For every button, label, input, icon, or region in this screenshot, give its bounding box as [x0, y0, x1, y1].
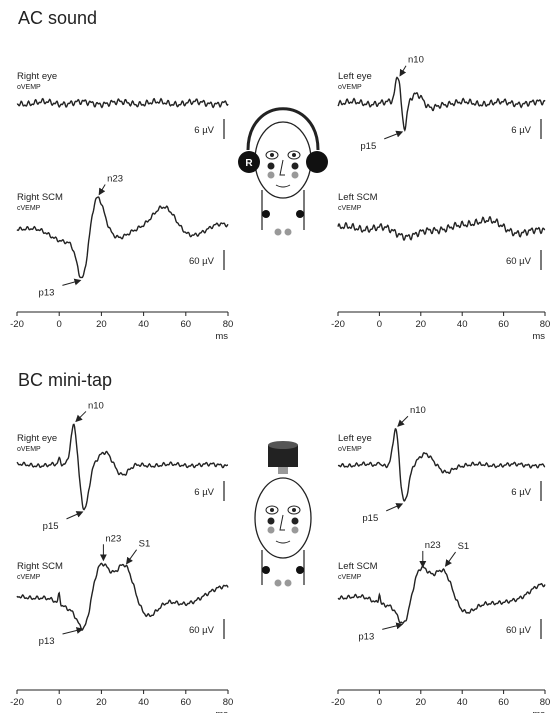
- peak-label: n10: [88, 400, 104, 411]
- x-tick-label: 20: [416, 319, 427, 330]
- panel-type: oVEMP: [338, 84, 362, 91]
- head-label: R: [245, 158, 253, 169]
- x-tick-label: 60: [181, 697, 192, 708]
- peak-arrow: [446, 552, 456, 566]
- peak-label: n10: [408, 55, 424, 66]
- x-tick-label: 20: [416, 697, 427, 708]
- panel-label: Left eye: [338, 433, 372, 444]
- panel-label: Right SCM: [17, 192, 63, 203]
- x-tick-label: -20: [331, 697, 345, 708]
- peak-arrow: [400, 66, 406, 76]
- scale-label: 6 µV: [194, 125, 214, 136]
- peak-arrow: [386, 504, 402, 511]
- x-tick-label: 40: [457, 319, 468, 330]
- section-title: AC sound: [18, 8, 97, 28]
- peak-arrow: [127, 550, 137, 564]
- scale-label: 60 µV: [189, 625, 215, 636]
- peak-arrow: [99, 185, 105, 195]
- x-tick-label: 0: [377, 697, 382, 708]
- peak-label: p13: [358, 631, 374, 642]
- panel-type: cVEMP: [17, 205, 41, 212]
- panel-label: Left SCM: [338, 192, 378, 203]
- peak-label: n23: [107, 174, 123, 185]
- panel-label: Left eye: [338, 71, 372, 82]
- x-tick-label: -20: [10, 697, 24, 708]
- x-tick-label: 20: [96, 697, 107, 708]
- x-tick-label: 80: [223, 697, 234, 708]
- x-tick-label: 0: [57, 319, 62, 330]
- head-ac: [238, 109, 328, 236]
- panel-type: cVEMP: [338, 205, 362, 212]
- peak-arrow: [384, 132, 402, 139]
- scale-label: 6 µV: [194, 487, 214, 498]
- scale-label: 60 µV: [506, 256, 532, 267]
- panel-type: cVEMP: [17, 574, 41, 581]
- x-axis-unit: ms: [215, 709, 228, 713]
- panel-label: Right eye: [17, 71, 57, 82]
- trace: [17, 563, 228, 630]
- x-tick-label: 40: [138, 319, 149, 330]
- peak-label: S1: [139, 539, 151, 550]
- x-tick-label: 0: [377, 319, 382, 330]
- figure: R AC sound-20020406080msRight eyeoVEMP6 …: [0, 0, 554, 713]
- scale-label: 60 µV: [189, 256, 215, 267]
- trace: [338, 566, 545, 623]
- x-tick-label: 80: [223, 319, 234, 330]
- panel-type: oVEMP: [338, 446, 362, 453]
- x-axis-unit: ms: [215, 331, 228, 342]
- peak-arrow: [62, 280, 80, 285]
- x-tick-label: 60: [181, 319, 192, 330]
- peak-label: n23: [425, 540, 441, 551]
- x-tick-label: 20: [96, 319, 107, 330]
- x-axis-unit: ms: [532, 331, 545, 342]
- x-tick-label: 0: [57, 697, 62, 708]
- panel-label: Left SCM: [338, 561, 378, 572]
- peak-arrow: [398, 416, 408, 426]
- trace: [338, 77, 545, 130]
- panel-type: oVEMP: [17, 84, 41, 91]
- scale-label: 6 µV: [511, 125, 531, 136]
- peak-arrow: [63, 629, 83, 634]
- peak-label: p15: [362, 513, 378, 524]
- peak-label: p15: [360, 141, 376, 152]
- x-tick-label: -20: [331, 319, 345, 330]
- x-tick-label: 80: [540, 319, 551, 330]
- peak-arrow: [382, 624, 402, 629]
- x-tick-label: -20: [10, 319, 24, 330]
- panel-label: Right SCM: [17, 561, 63, 572]
- x-tick-label: 40: [457, 697, 468, 708]
- x-tick-label: 60: [498, 697, 509, 708]
- trace: [17, 99, 228, 108]
- peak-label: n10: [410, 405, 426, 416]
- peak-arrow: [67, 512, 83, 519]
- peak-label: p15: [43, 521, 59, 532]
- panel-type: oVEMP: [17, 446, 41, 453]
- panel-label: Right eye: [17, 433, 57, 444]
- peak-label: p13: [39, 287, 55, 298]
- scale-label: 60 µV: [506, 625, 532, 636]
- x-tick-label: 40: [138, 697, 149, 708]
- section-title: BC mini-tap: [18, 370, 112, 390]
- trace: [338, 217, 545, 240]
- panel-type: cVEMP: [338, 574, 362, 581]
- head-bc: [255, 441, 311, 587]
- x-tick-label: 60: [498, 319, 509, 330]
- scale-label: 6 µV: [511, 487, 531, 498]
- peak-arrow: [76, 411, 86, 421]
- x-axis-unit: ms: [532, 709, 545, 713]
- peak-label: S1: [458, 541, 470, 552]
- peak-label: n23: [105, 533, 121, 544]
- peak-label: p13: [39, 636, 55, 647]
- x-tick-label: 80: [540, 697, 551, 708]
